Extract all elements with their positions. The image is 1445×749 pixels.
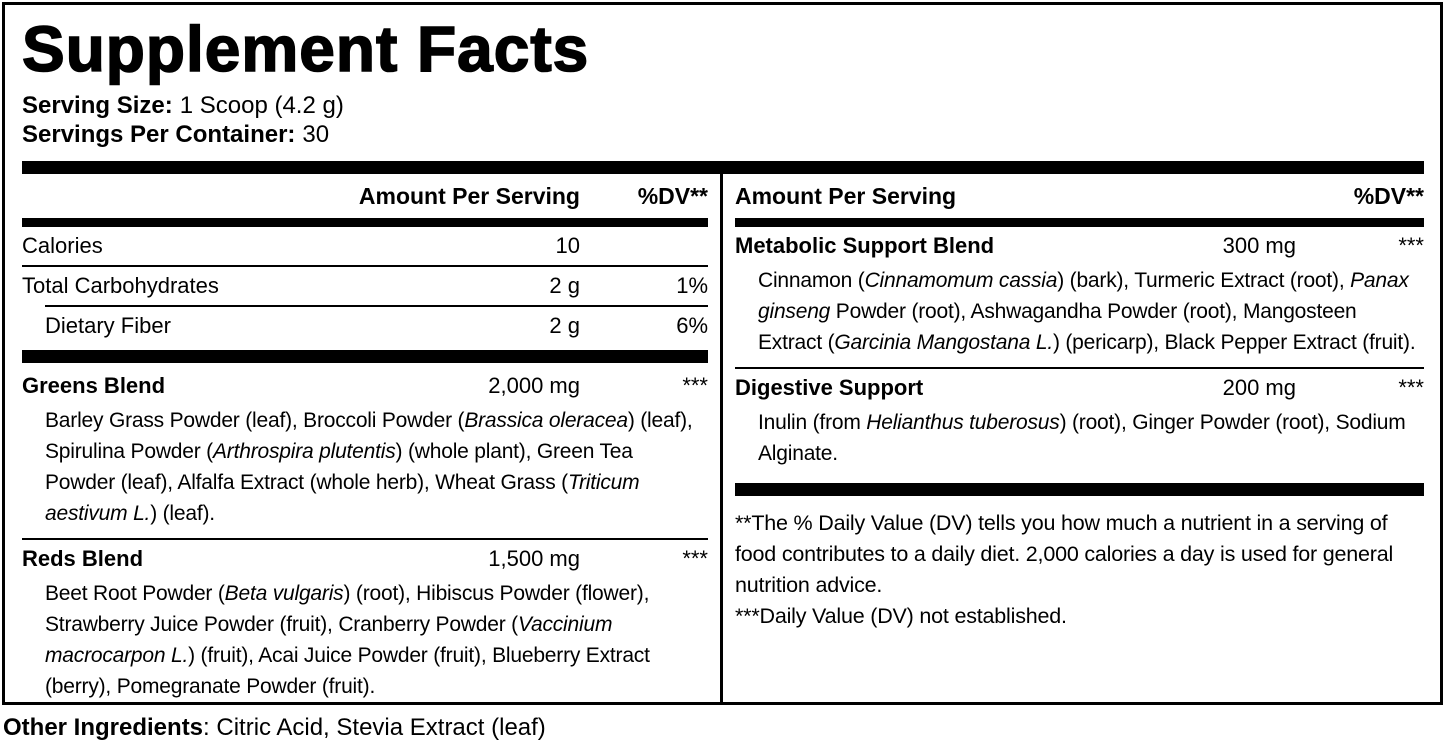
header-dv: %DV**	[1353, 183, 1424, 209]
row-separator	[22, 265, 708, 267]
serving-size-value: 1 Scoop (4.2 g)	[179, 92, 344, 119]
blend-dv: ***	[682, 546, 708, 571]
blend-name: Digestive Support	[735, 375, 924, 400]
blend-row-reds-blend: Reds Blend 1,500 mg ***	[22, 540, 708, 578]
blend-amount: 1,500 mg	[488, 546, 580, 571]
row-separator	[22, 538, 708, 540]
other-ingredients-line: Other Ingredients: Citric Acid, Stevia E…	[3, 713, 546, 743]
nutrient-row-dietary-fiber: Dietary Fiber 2 g 6%	[22, 307, 708, 345]
header-divider-bar	[735, 218, 1424, 227]
dv-not-established-text: ***Daily Value (DV) not established.	[735, 604, 1067, 628]
blend-amount: 2,000 mg	[488, 373, 580, 398]
header-amount-per-serving: Amount Per Serving	[358, 183, 580, 209]
header-divider-bar	[22, 218, 708, 227]
servings-per-container-label: Servings Per Container:	[22, 121, 296, 148]
blend-dv: ***	[1398, 375, 1424, 400]
dv-footnote: **The % Daily Value (DV) tells you how m…	[735, 508, 1424, 632]
serving-size-label: Serving Size:	[22, 92, 173, 119]
blend-name: Reds Blend	[22, 546, 144, 571]
header-dv: %DV**	[637, 183, 708, 209]
servings-per-container-line: Servings Per Container: 30	[22, 120, 1424, 149]
blend-amount: 200 mg	[1222, 375, 1296, 400]
nutrient-name: Total Carbohydrates	[22, 273, 219, 298]
facts-column-left: Amount Per Serving %DV** Calories 10 Tot…	[22, 174, 723, 702]
nutrient-amount: 2 g	[549, 273, 580, 298]
supplement-facts-panel: Supplement Facts Serving Size: 1 Scoop (4…	[2, 2, 1443, 705]
blend-ingredients-greens: Barley Grass Powder (leaf), Broccoli Pow…	[45, 409, 693, 525]
top-divider-bar	[22, 161, 1424, 174]
nutrient-dv: 1%	[676, 273, 708, 298]
dv-footnote-text: **The % Daily Value (DV) tells you how m…	[735, 511, 1394, 597]
nutrient-row-calories: Calories 10	[22, 227, 708, 265]
blend-row-digestive-support: Digestive Support 200 mg ***	[735, 369, 1424, 407]
blend-name: Greens Blend	[22, 373, 166, 398]
row-separator-indented	[45, 305, 708, 307]
nutrient-amount: 2 g	[549, 313, 580, 338]
nutrient-name: Calories	[22, 233, 103, 258]
section-divider-bar	[735, 483, 1424, 496]
servings-per-container-value: 30	[302, 121, 330, 148]
section-divider-bar	[22, 350, 708, 363]
blend-ingredients-metabolic: Cinnamon (Cinnamomum cassia) (bark), Tur…	[758, 269, 1416, 354]
blend-ingredients-reds: Beet Root Powder (Beta vulgaris) (root),…	[45, 582, 650, 698]
facts-column-right: Amount Per Serving %DV** Metabolic Suppo…	[723, 174, 1424, 702]
page-title: Supplement Facts	[21, 12, 590, 86]
blend-name: Metabolic Support Blend	[735, 233, 995, 258]
other-ingredients-label: Other Ingredients	[3, 714, 204, 741]
column-header: Amount Per Serving %DV**	[22, 174, 708, 218]
blend-row-greens-blend: Greens Blend 2,000 mg ***	[22, 367, 708, 405]
serving-size-line: Serving Size: 1 Scoop (4.2 g)	[22, 91, 1424, 120]
nutrient-amount: 10	[555, 233, 580, 258]
header-amount-per-serving: Amount Per Serving	[735, 183, 957, 209]
blend-amount: 300 mg	[1222, 233, 1296, 258]
nutrient-name: Dietary Fiber	[45, 313, 171, 338]
facts-table: Amount Per Serving %DV** Calories 10 Tot…	[22, 174, 1424, 702]
blend-row-metabolic-support: Metabolic Support Blend 300 mg ***	[735, 227, 1424, 265]
blend-ingredients-digestive: Inulin (from Helianthus tuberosus) (root…	[758, 411, 1406, 465]
blend-dv: ***	[1398, 233, 1424, 258]
row-separator	[735, 367, 1424, 369]
other-ingredients-value: : Citric Acid, Stevia Extract (leaf)	[203, 714, 546, 741]
blend-dv: ***	[682, 373, 708, 398]
column-header: Amount Per Serving %DV**	[735, 174, 1424, 218]
nutrient-row-total-carbohydrates: Total Carbohydrates 2 g 1%	[22, 267, 708, 305]
nutrient-dv: 6%	[676, 313, 708, 338]
